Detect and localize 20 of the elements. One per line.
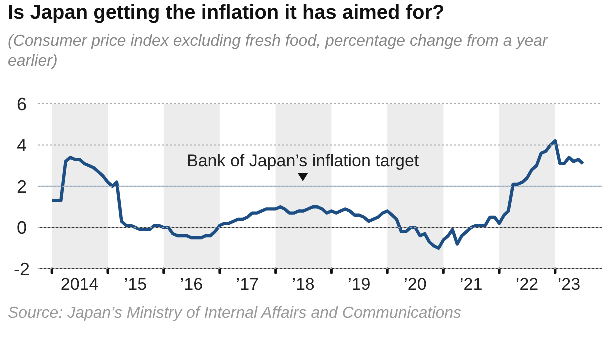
chart-title: Is Japan getting the inflation it has aimed for?	[8, 2, 445, 25]
y-tick-label: 0	[16, 218, 28, 238]
x-tick-label: ’19	[348, 275, 371, 294]
x-tick-label: ’16	[180, 275, 204, 294]
x-tick-label: ’17	[236, 275, 259, 294]
x-tick-label: 2014	[60, 275, 99, 294]
x-tick-label: ’22	[516, 275, 539, 294]
y-tick-label: 2	[16, 176, 28, 197]
y-tick-label: 6	[16, 94, 28, 114]
x-tick-label: ’18	[292, 275, 315, 294]
x-tick-label: ’23	[558, 275, 581, 294]
chart-subtitle: (Consumer price index excluding fresh food, percentage change from a year earlier)	[8, 32, 548, 72]
ref-line-label: Bank of Japan’s inflation target	[186, 152, 420, 170]
line-series	[50, 140, 585, 250]
x-tick-label: ’20	[404, 275, 427, 294]
y-tick-label: 4	[16, 136, 28, 156]
x-tick-label: ’21	[460, 275, 483, 294]
y-tick-label: -2	[14, 259, 30, 280]
source-note: Source: Japan’s Ministry of Internal Affairs and Communications	[8, 305, 462, 323]
x-tick-label: ’15	[124, 275, 148, 294]
